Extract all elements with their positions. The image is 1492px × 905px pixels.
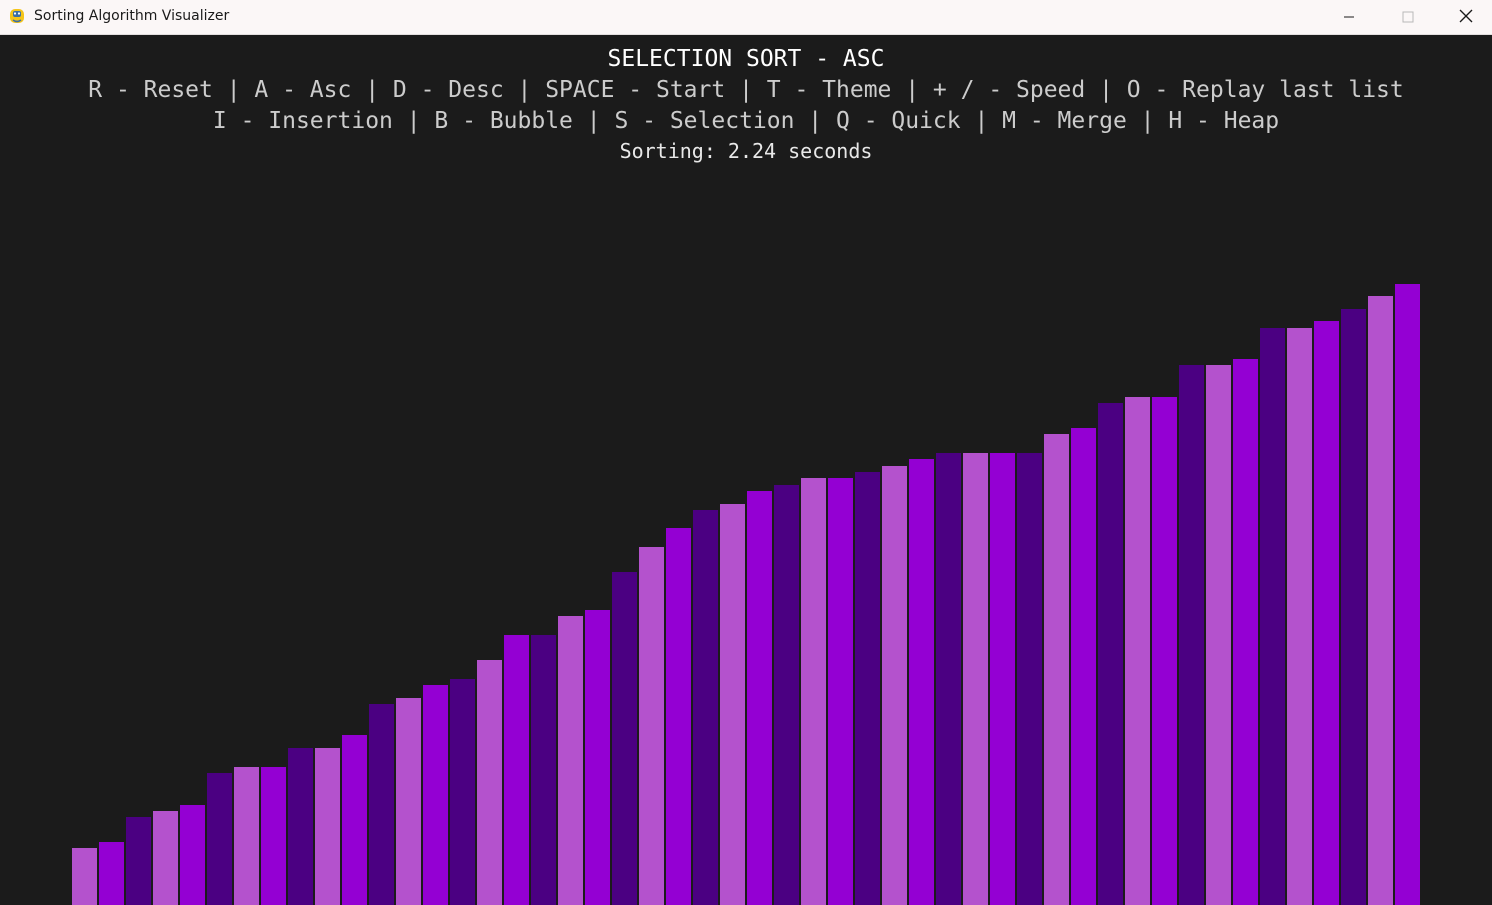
sort-bar — [639, 547, 664, 905]
sort-bar — [477, 660, 502, 905]
sort-bar — [1152, 397, 1177, 905]
bar-chart — [0, 35, 1492, 905]
sort-bar — [234, 767, 259, 905]
sort-bar — [342, 735, 367, 905]
sort-bar — [396, 698, 421, 905]
sort-bar — [1044, 434, 1069, 905]
sort-bar — [72, 848, 97, 905]
maximize-icon — [1402, 8, 1414, 27]
sort-bar — [1206, 365, 1231, 905]
sort-bar — [882, 466, 907, 905]
minimize-icon — [1343, 8, 1355, 27]
sort-bar — [504, 635, 529, 905]
sort-bar — [585, 610, 610, 905]
sort-bar — [558, 616, 583, 905]
sort-bar — [1071, 428, 1096, 905]
sort-bar — [612, 572, 637, 905]
sort-bar — [801, 478, 826, 905]
sort-bar — [909, 459, 934, 905]
sort-bar — [1287, 328, 1312, 905]
sort-bar — [774, 485, 799, 905]
close-button[interactable] — [1437, 0, 1492, 34]
sort-bar — [288, 748, 313, 905]
sort-bar — [369, 704, 394, 905]
title-bar[interactable]: Sorting Algorithm Visualizer — [0, 0, 1492, 35]
sort-bar — [1314, 321, 1339, 905]
sort-bar — [423, 685, 448, 905]
sort-bar — [450, 679, 475, 905]
minimize-button[interactable] — [1320, 0, 1378, 34]
sort-bar — [1179, 365, 1204, 905]
sort-bar — [963, 453, 988, 905]
close-icon — [1459, 8, 1473, 27]
sort-bar — [720, 504, 745, 905]
sort-bar — [828, 478, 853, 905]
sort-bar — [936, 453, 961, 905]
controls-help-line-2: I - Insertion | B - Bubble | S - Selecti… — [212, 108, 1280, 134]
sort-bar — [153, 811, 178, 905]
sort-bar — [315, 748, 340, 905]
python-snake-icon — [8, 7, 26, 25]
sort-bar — [126, 817, 151, 905]
sort-bar — [1233, 359, 1258, 905]
sort-bar — [1341, 309, 1366, 905]
sort-bar — [180, 805, 205, 905]
sort-bar — [990, 453, 1015, 905]
sort-bar — [1260, 328, 1285, 905]
controls-help-line-1: R - Reset | A - Asc | D - Desc | SPACE -… — [88, 77, 1404, 103]
sort-bar — [99, 842, 124, 905]
sort-bar — [1125, 397, 1150, 905]
sort-bar — [693, 510, 718, 905]
sort-bar — [1368, 296, 1393, 905]
window-title: Sorting Algorithm Visualizer — [34, 8, 230, 24]
sort-bar — [207, 773, 232, 905]
sort-bar — [855, 472, 880, 905]
sort-bar — [747, 491, 772, 905]
sorting-timer: Sorting: 2.24 seconds — [619, 139, 873, 163]
sort-bar — [531, 635, 556, 905]
sort-bar — [261, 767, 286, 905]
algorithm-title: SELECTION SORT - ASC — [607, 46, 885, 72]
sort-bar — [1098, 403, 1123, 905]
maximize-button[interactable] — [1379, 0, 1437, 34]
sort-bar — [666, 528, 691, 905]
sort-bar — [1395, 284, 1420, 905]
visualizer-canvas[interactable]: SELECTION SORT - ASC R - Reset | A - Asc… — [0, 35, 1492, 905]
sort-bar — [1017, 453, 1042, 905]
